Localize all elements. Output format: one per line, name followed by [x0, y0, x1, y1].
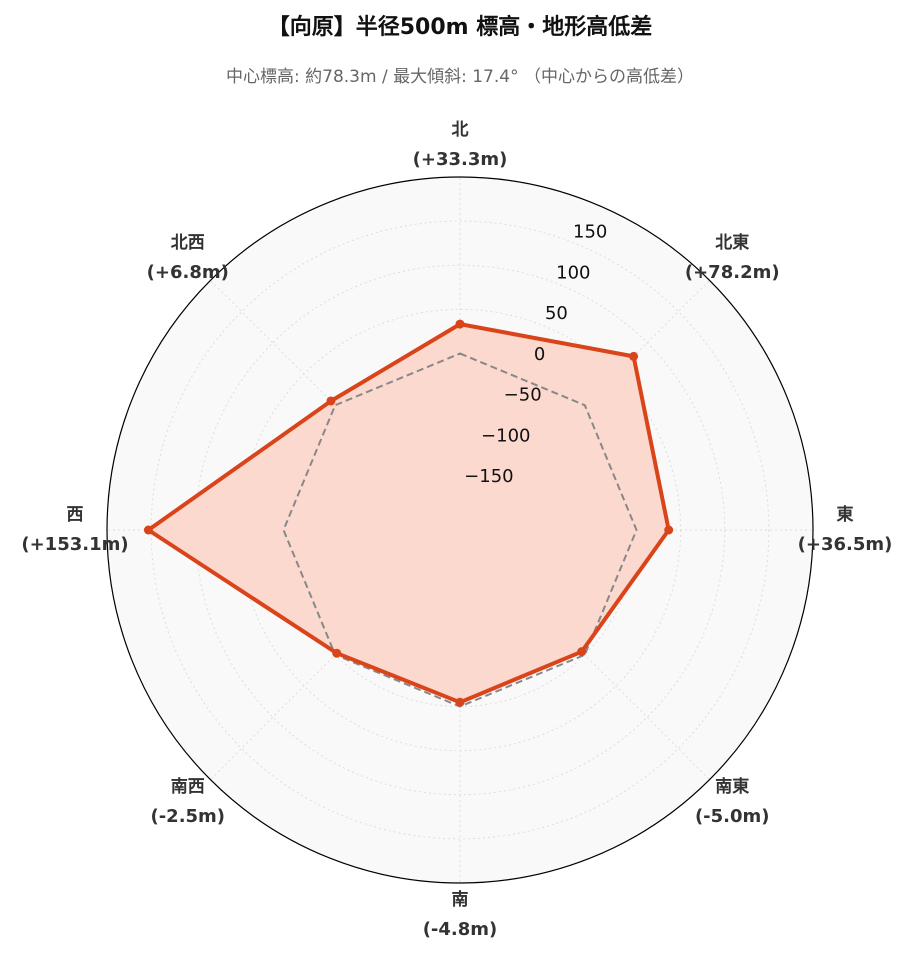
- chart-title: 【向原】半径500m 標高・地形高低差: [268, 14, 653, 40]
- value-label: (+6.8m): [147, 262, 229, 283]
- category-label: 北東: [715, 232, 749, 253]
- data-point: [664, 525, 674, 535]
- r-tick-label: 150: [573, 222, 607, 243]
- category-label: 西: [67, 505, 84, 525]
- r-tick-label: −50: [504, 385, 542, 406]
- chart-subtitle: 中心標高: 約78.3m / 最大傾斜: 17.4° （中心からの高低差）: [226, 67, 694, 87]
- r-tick-label: 100: [556, 262, 590, 283]
- grid-circle: [150, 220, 770, 840]
- category-label: 北西: [171, 233, 205, 253]
- data-point: [332, 648, 342, 658]
- value-label: (-4.8m): [423, 919, 498, 940]
- data-point: [143, 525, 153, 535]
- category-label: 北: [452, 120, 469, 140]
- r-tick-label: −150: [464, 466, 513, 487]
- category-label: 南東: [715, 776, 749, 797]
- value-label: (-2.5m): [150, 806, 225, 827]
- value-label: (+33.3m): [413, 149, 508, 170]
- r-tick-label: 0: [534, 344, 545, 365]
- data-point: [577, 647, 587, 657]
- value-label: (-5.0m): [695, 806, 770, 827]
- value-label: (+78.2m): [685, 262, 780, 283]
- value-label: (+153.1m): [21, 534, 128, 555]
- data-point: [455, 319, 465, 329]
- category-label: 東: [837, 504, 854, 525]
- data-point: [629, 351, 639, 361]
- r-tick-label: 50: [545, 303, 568, 324]
- data-point: [455, 697, 465, 707]
- series-area: [148, 324, 669, 703]
- category-label: 南西: [171, 776, 205, 797]
- category-label: 南: [452, 889, 469, 910]
- plot-border: [106, 176, 814, 884]
- value-label: (+36.5m): [798, 534, 893, 555]
- r-tick-label: −100: [481, 425, 530, 446]
- data-point: [326, 396, 336, 406]
